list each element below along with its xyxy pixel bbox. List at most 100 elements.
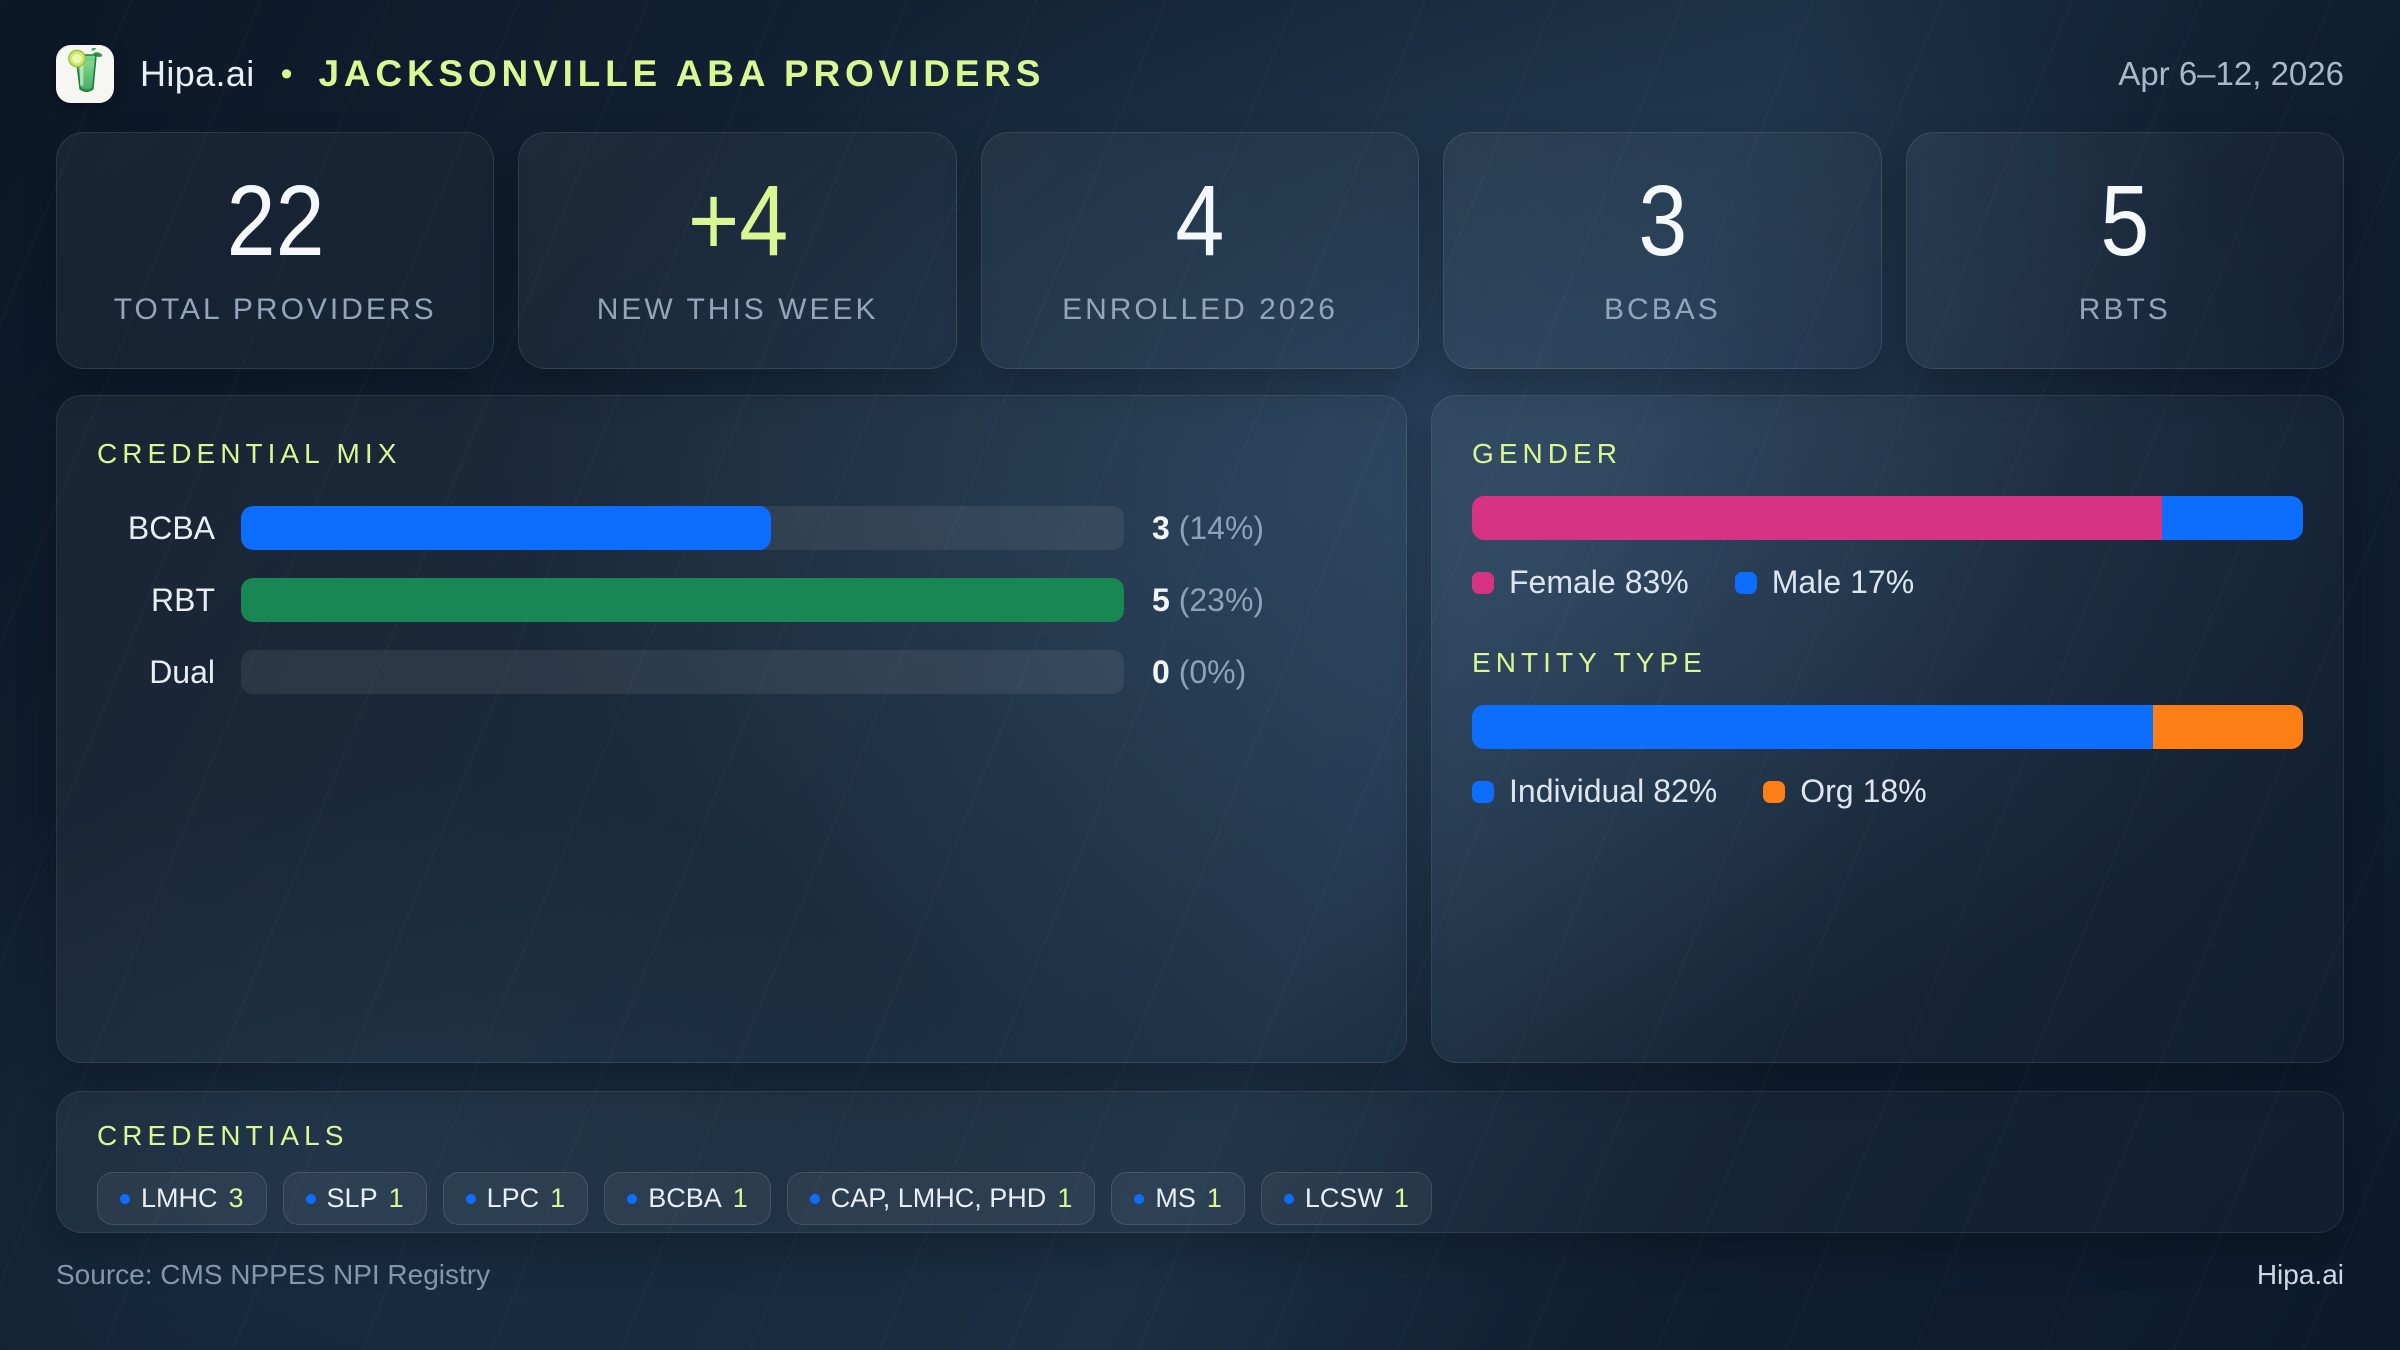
bar-count: 0 xyxy=(1152,653,1170,690)
stat-value: 3 xyxy=(1637,164,1687,277)
chip-dot-icon xyxy=(305,1193,316,1204)
stat-card-bcbas: 3 BCBAS xyxy=(1443,132,1882,369)
credentials-title: CREDENTIALS xyxy=(97,1120,349,1151)
credential-chip-lmhc: LMHC 3 xyxy=(97,1172,267,1225)
credential-chip-lcsw: LCSW 1 xyxy=(1260,1172,1432,1225)
credentials-chip-list: LMHC 3 SLP 1 LPC 1 BCBA 1 CAP, LMHC, PHD xyxy=(97,1172,2303,1225)
bar-value: 3 (14%) xyxy=(1152,510,1366,547)
legend-item-female: Female 83% xyxy=(1472,564,1689,601)
credential-mix-title: CREDENTIAL MIX xyxy=(97,438,402,469)
legend-label: Org xyxy=(1800,773,1854,809)
individual-swatch-icon xyxy=(1472,780,1494,803)
gender-legend: Female 83% Male 17% xyxy=(1472,564,2303,601)
male-swatch-icon xyxy=(1734,571,1757,594)
logo-container xyxy=(56,45,114,103)
legend-item-individual: Individual 82% xyxy=(1472,773,1717,810)
chip-dot-icon xyxy=(1134,1193,1145,1204)
credential-chip-slp: SLP 1 xyxy=(282,1172,427,1225)
stat-value: 5 xyxy=(2100,164,2150,277)
entity-type-legend: Individual 82% Org 18% xyxy=(1472,773,2303,810)
bar-count: 3 xyxy=(1152,509,1170,546)
gender-segment-male xyxy=(2161,496,2303,540)
credential-chip-ms: MS 1 xyxy=(1111,1172,1245,1225)
bar-fill-rbt xyxy=(241,578,1124,622)
chip-count: 3 xyxy=(228,1183,244,1213)
entity-segment-individual xyxy=(1472,705,2154,749)
bar-value: 5 (23%) xyxy=(1152,582,1366,619)
legend-label: Female xyxy=(1509,564,1616,600)
chip-dot-icon xyxy=(1283,1193,1294,1204)
bar-track xyxy=(241,578,1124,622)
credential-chip-cap-lmhc-phd: CAP, LMHC, PHD 1 xyxy=(786,1172,1096,1225)
legend-percent: 82% xyxy=(1653,773,1718,809)
chip-count: 1 xyxy=(1206,1183,1222,1213)
footer-brand: Hipa.ai xyxy=(2256,1259,2344,1290)
middle-row: CREDENTIAL MIX BCBA 3 (14%) RBT xyxy=(56,395,2344,1063)
chip-count: 1 xyxy=(388,1183,404,1213)
chip-count: 1 xyxy=(550,1183,566,1213)
stat-value: +4 xyxy=(687,164,788,277)
bar-percent: (14%) xyxy=(1178,509,1265,546)
legend-percent: 18% xyxy=(1862,773,1927,809)
bar-track xyxy=(241,650,1124,694)
credential-chip-lpc: LPC 1 xyxy=(442,1172,589,1225)
legend-item-male: Male 17% xyxy=(1734,564,1914,601)
bar-label: Dual xyxy=(149,653,215,690)
stat-card-new-this-week: +4 NEW THIS WEEK xyxy=(518,132,957,369)
stat-cards-row: 22 TOTAL PROVIDERS +4 NEW THIS WEEK 4 EN… xyxy=(56,132,2344,369)
chip-dot-icon xyxy=(809,1193,820,1204)
mojito-glass-icon xyxy=(65,45,105,101)
source-attribution: Source: CMS NPPES NPI Registry xyxy=(56,1259,491,1290)
bar-row-rbt: RBT 5 (23%) xyxy=(97,578,1366,622)
stat-value: 22 xyxy=(226,164,325,277)
bar-label: RBT xyxy=(151,581,215,618)
bar-percent: (23%) xyxy=(1178,581,1265,618)
chip-label: BCBA xyxy=(648,1183,722,1213)
chip-label: MS xyxy=(1155,1183,1196,1213)
stat-card-total-providers: 22 TOTAL PROVIDERS xyxy=(56,132,495,369)
chip-count: 1 xyxy=(1057,1183,1073,1213)
stat-label: RBTS xyxy=(2078,292,2171,326)
bar-percent: (0%) xyxy=(1178,653,1247,690)
gender-segment-female xyxy=(1472,496,2162,540)
chip-label: LPC xyxy=(486,1183,540,1213)
footer: Source: CMS NPPES NPI Registry Hipa.ai xyxy=(56,1259,2344,1291)
bar-row-bcba: BCBA 3 (14%) xyxy=(97,506,1366,550)
separator-dot: • xyxy=(280,54,293,93)
legend-percent: 83% xyxy=(1624,564,1689,600)
stat-card-enrolled-2026: 4 ENROLLED 2026 xyxy=(980,132,1420,369)
date-range: Apr 6–12, 2026 xyxy=(2118,55,2344,92)
stat-label: BCBAS xyxy=(1604,292,1721,326)
chip-label: LMHC xyxy=(141,1183,218,1213)
entity-type-title: ENTITY TYPE xyxy=(1472,647,1707,678)
demographics-panel: GENDER Female 83% Male 17% ENTITY TYPE xyxy=(1431,395,2344,1063)
stat-label: ENROLLED 2026 xyxy=(1062,292,1338,326)
stat-value: 4 xyxy=(1175,164,1225,277)
chip-dot-icon xyxy=(465,1193,476,1204)
gender-title: GENDER xyxy=(1472,438,1623,469)
entity-segment-org xyxy=(2153,705,2303,749)
legend-label: Individual xyxy=(1509,773,1645,809)
bar-count: 5 xyxy=(1152,581,1170,618)
bar-fill-bcba xyxy=(241,506,771,550)
org-swatch-icon xyxy=(1763,780,1786,803)
credential-mix-panel: CREDENTIAL MIX BCBA 3 (14%) RBT xyxy=(56,395,1407,1063)
chip-dot-icon xyxy=(627,1193,638,1204)
bar-track xyxy=(241,506,1124,550)
bar-value: 0 (0%) xyxy=(1152,654,1366,691)
bar-label: BCBA xyxy=(127,509,215,546)
header: Hipa.ai • JACKSONVILLE ABA PROVIDERS Apr… xyxy=(56,28,2344,120)
brand-name: Hipa.ai xyxy=(140,53,255,94)
female-swatch-icon xyxy=(1472,571,1494,594)
chip-label: LCSW xyxy=(1304,1183,1383,1213)
gender-stacked-bar xyxy=(1472,496,2303,540)
chip-count: 1 xyxy=(732,1183,748,1213)
entity-type-stacked-bar xyxy=(1472,705,2303,749)
bar-row-dual: Dual 0 (0%) xyxy=(97,650,1366,694)
chip-label: SLP xyxy=(326,1183,378,1213)
credentials-panel: CREDENTIALS LMHC 3 SLP 1 LPC 1 BCBA 1 xyxy=(56,1091,2344,1233)
stat-label: TOTAL PROVIDERS xyxy=(113,292,437,326)
legend-label: Male xyxy=(1771,564,1842,600)
chip-dot-icon xyxy=(120,1193,130,1204)
